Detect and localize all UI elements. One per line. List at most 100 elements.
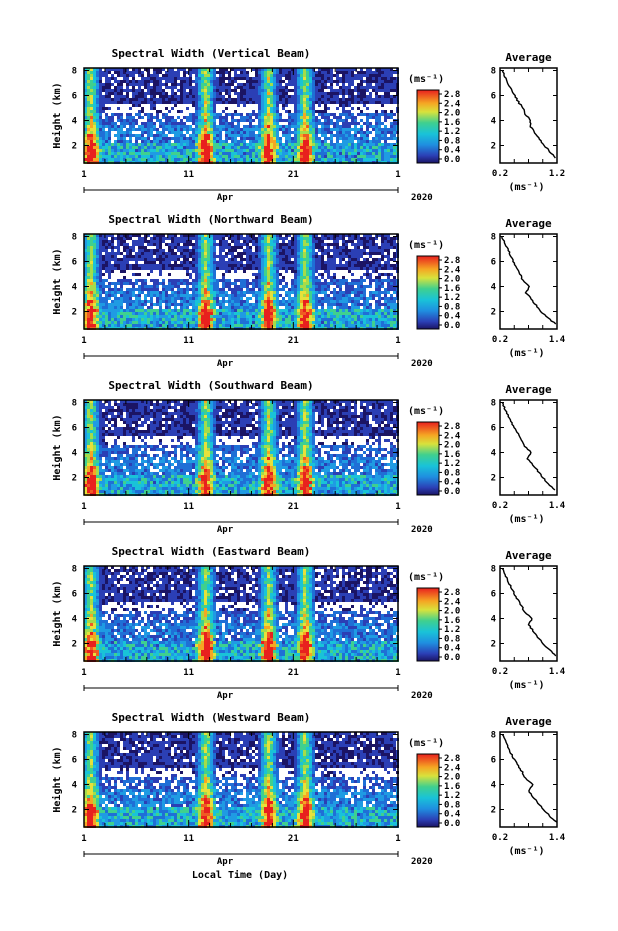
- average-profile-line: [501, 236, 557, 325]
- panel-title: Spectral Width (Northward Beam): [108, 213, 313, 226]
- colorbar-tick-label: 0.8: [444, 302, 460, 312]
- colorbar-tick-label: 2.4: [444, 265, 461, 275]
- panel-title: Spectral Width (Vertical Beam): [112, 47, 311, 60]
- y-tick-label: 2: [72, 806, 77, 816]
- panel-1: Spectral Width (Vertical Beam) 2 4 6 8 Height…: [51, 47, 565, 203]
- year-label: 2020: [411, 857, 433, 867]
- x-tick-label: 1: [395, 834, 400, 844]
- y-axis-label: Height (km): [51, 414, 63, 480]
- plot-frame: [83, 399, 399, 496]
- plot-frame: [83, 233, 399, 330]
- y-tick-label: 4: [72, 449, 78, 459]
- x-tick-label: 1: [395, 668, 400, 678]
- colorbar-tick-label: 0.0: [444, 155, 460, 165]
- y-tick-label: 8: [72, 399, 77, 409]
- y-tick-label: 6: [72, 756, 77, 766]
- average-unit: (ms⁻¹): [508, 680, 544, 691]
- colorbar-tick-label: 0.8: [444, 800, 460, 810]
- average-x-tick-label: 0.2: [492, 335, 508, 345]
- y-axis-label: Height (km): [51, 580, 63, 646]
- colorbar-tick-label: 1.6: [444, 118, 460, 128]
- plot-frame: [83, 67, 399, 164]
- colorbar-tick-label: 0.8: [444, 136, 460, 146]
- average-frame: [499, 565, 558, 662]
- y-axis-label: Height (km): [51, 746, 63, 812]
- y-tick-label: 2: [72, 308, 77, 318]
- average-y-tick-label: 6: [491, 590, 496, 600]
- y-tick-label: 8: [72, 233, 77, 243]
- x-tick-label: 21: [288, 834, 299, 844]
- colorbar-tick-label: 2.4: [444, 597, 461, 607]
- colorbar-tick-label: 2.8: [444, 256, 460, 266]
- year-label: 2020: [411, 691, 433, 701]
- colorbar-tick-label: 0.0: [444, 653, 460, 663]
- plot-frame: [83, 731, 399, 828]
- y-tick-label: 6: [72, 424, 77, 434]
- colorbar-tick-label: 2.8: [444, 90, 460, 100]
- average-unit: (ms⁻¹): [508, 514, 544, 525]
- average-y-tick-label: 4: [491, 615, 497, 625]
- average-title: Average: [505, 715, 552, 728]
- x-tick-label: 11: [183, 336, 194, 346]
- panel-2: Spectral Width (Northward Beam) 2 4 6 8 Heigh…: [51, 213, 566, 369]
- panel-3: Spectral Width (Southward Beam) 2 4 6 8 Heigh…: [51, 379, 566, 535]
- average-title: Average: [505, 383, 552, 396]
- y-tick-label: 6: [72, 92, 77, 102]
- average-y-tick-label: 2: [491, 640, 496, 650]
- average-profile-line: [501, 568, 557, 657]
- x-tick-label: 1: [81, 170, 86, 180]
- panel-5: Spectral Width (Westward Beam) 2 4 6 8 Height…: [51, 711, 566, 867]
- average-frame: [499, 731, 558, 828]
- colorbar-unit: (ms⁻¹): [408, 572, 444, 583]
- x-tick-label: 11: [183, 668, 194, 678]
- y-tick-label: 6: [72, 258, 77, 268]
- colorbar-unit: (ms⁻¹): [408, 74, 444, 85]
- average-x-tick-label: 0.2: [492, 667, 508, 677]
- x-tick-label: 11: [183, 170, 194, 180]
- colorbar-tick-label: 1.2: [444, 459, 460, 469]
- colorbar-tick-label: 2.8: [444, 754, 460, 764]
- colorbar-tick-label: 0.4: [444, 312, 461, 322]
- colorbar-tick-label: 2.0: [444, 607, 460, 617]
- average-y-tick-label: 8: [491, 565, 496, 575]
- average-y-tick-label: 2: [491, 474, 496, 484]
- y-axis-label: Height (km): [51, 248, 63, 314]
- colorbar-unit: (ms⁻¹): [408, 240, 444, 251]
- average-title: Average: [505, 217, 552, 230]
- average-y-tick-label: 8: [491, 731, 496, 741]
- panel-4: Spectral Width (Eastward Beam) 2 4 6 8 Height…: [51, 545, 566, 701]
- colorbar-tick-label: 2.4: [444, 431, 461, 441]
- x-tick-label: 1: [395, 336, 400, 346]
- average-frame: [499, 233, 558, 330]
- colorbar-tick-label: 0.4: [444, 146, 461, 156]
- x-tick-label: 1: [395, 170, 400, 180]
- month-label: Apr: [217, 359, 234, 369]
- month-label: Apr: [217, 691, 234, 701]
- colorbar-tick-label: 0.8: [444, 468, 460, 478]
- colorbar-tick-label: 1.2: [444, 127, 460, 137]
- x-tick-label: 11: [183, 834, 194, 844]
- plot-frame: [83, 565, 399, 662]
- y-tick-label: 2: [72, 474, 77, 484]
- colorbar-unit: (ms⁻¹): [408, 406, 444, 417]
- average-frame: [499, 399, 558, 496]
- heatmap-cells: [84, 566, 399, 662]
- x-tick-label: 1: [81, 336, 86, 346]
- colorbar-tick-label: 0.4: [444, 810, 461, 820]
- heatmap-cells: [84, 68, 399, 164]
- average-profile-line: [501, 402, 556, 491]
- colorbar-tick-label: 0.4: [444, 478, 461, 488]
- colorbar-tick-label: 1.2: [444, 791, 460, 801]
- colorbar-tick-label: 0.0: [444, 321, 460, 331]
- colorbar: [416, 421, 440, 496]
- average-title: Average: [505, 549, 552, 562]
- colorbar-tick-label: 2.0: [444, 275, 460, 285]
- average-x-tick-label: 1.4: [549, 667, 566, 677]
- colorbar-tick-label: 2.8: [444, 422, 460, 432]
- average-profile-line: [501, 734, 558, 823]
- colorbar-unit: (ms⁻¹): [408, 738, 444, 749]
- colorbar: [416, 587, 440, 662]
- y-tick-label: 4: [72, 781, 78, 791]
- y-tick-label: 4: [72, 117, 78, 127]
- average-x-tick-label: 1.4: [549, 501, 566, 511]
